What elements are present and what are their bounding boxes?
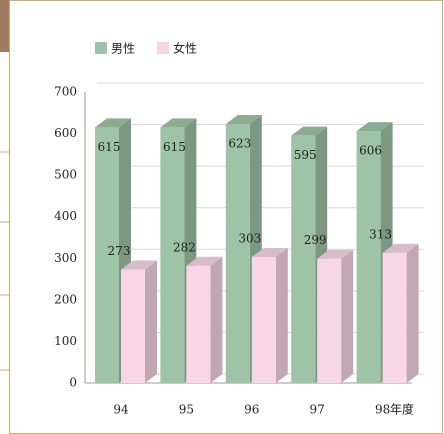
bar-top: [225, 115, 262, 125]
bar: [356, 131, 381, 383]
x-tick-label: 97: [310, 403, 325, 417]
bar: [186, 265, 211, 383]
bar-side: [406, 243, 419, 383]
bar-top: [291, 126, 328, 136]
bar-side: [341, 249, 354, 383]
legend-swatch: [157, 42, 169, 54]
bar: [382, 252, 407, 383]
x-tick-label: 96: [244, 403, 259, 417]
value-label: 282: [173, 240, 196, 254]
y-tick-label: 600: [54, 126, 77, 140]
x-tick-label: 95: [179, 403, 194, 417]
y-tick-label: 0: [69, 376, 77, 390]
value-label: 623: [228, 137, 251, 151]
value-label: 606: [359, 144, 382, 158]
y-tick-label: 200: [54, 292, 77, 306]
y-tick-label: 700: [54, 85, 77, 99]
value-label: 299: [304, 233, 327, 247]
bar-side: [145, 260, 157, 383]
y-tick-label: 100: [54, 334, 77, 348]
value-label: 615: [163, 140, 186, 154]
x-tick-label: 94: [113, 403, 129, 417]
x-tick-label: 98: [375, 403, 390, 417]
bar: [291, 135, 316, 383]
bar-top: [121, 260, 157, 270]
y-tick-label: 300: [54, 251, 77, 265]
value-label: 615: [98, 140, 121, 154]
bar-top: [251, 248, 288, 258]
bar: [160, 127, 185, 383]
bar: [121, 269, 145, 383]
bar: [317, 258, 342, 383]
y-tick-label: 400: [54, 209, 77, 223]
bar-side: [210, 256, 223, 383]
bar-top: [356, 122, 393, 132]
legend-label: 男性: [111, 42, 135, 56]
bar: [95, 127, 119, 383]
value-label: 273: [108, 244, 131, 258]
y-tick-label: 500: [54, 168, 77, 182]
value-label: 313: [369, 227, 392, 241]
bar-top: [95, 118, 131, 128]
legend-swatch: [95, 42, 107, 54]
bar-top: [317, 249, 354, 259]
value-label: 303: [238, 232, 261, 246]
bar-top: [382, 243, 419, 253]
bar-top: [160, 118, 197, 128]
bar: [225, 124, 250, 383]
legend-label: 女性: [173, 41, 197, 56]
bar-side: [275, 248, 288, 383]
side-tab: [0, 0, 9, 52]
x-axis-label: 年度: [390, 402, 414, 417]
value-label: 595: [294, 148, 317, 162]
bar: [251, 257, 276, 383]
bar-top: [186, 256, 223, 266]
